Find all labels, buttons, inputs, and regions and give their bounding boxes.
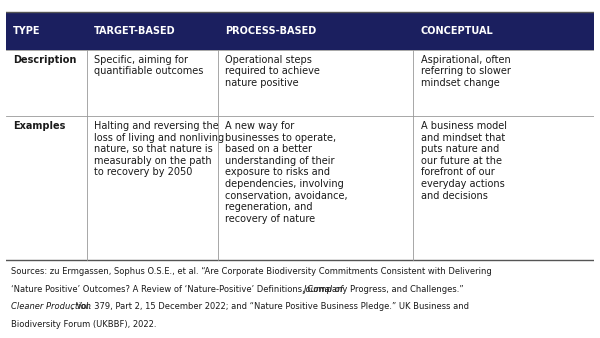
Text: CONCEPTUAL: CONCEPTUAL xyxy=(421,26,493,36)
Text: ‘Nature Positive’ Outcomes? A Review of ‘Nature-Positive’ Definitions, Company P: ‘Nature Positive’ Outcomes? A Review of … xyxy=(11,285,466,294)
Text: Description: Description xyxy=(13,55,76,65)
Text: , Vol. 379, Part 2, 15 December 2022; and “Nature Positive Business Pledge.” UK : , Vol. 379, Part 2, 15 December 2022; an… xyxy=(71,303,469,312)
Bar xyxy=(87,11,218,50)
Text: A business model
and mindset that
puts nature and
our future at the
forefront of: A business model and mindset that puts n… xyxy=(421,121,506,200)
Text: TARGET-BASED: TARGET-BASED xyxy=(94,26,176,36)
Text: Specific, aiming for
quantifiable outcomes: Specific, aiming for quantifiable outcom… xyxy=(94,55,203,76)
Text: Biodiversity Forum (UKBBF), 2022.: Biodiversity Forum (UKBBF), 2022. xyxy=(11,320,156,329)
Text: A new way for
businesses to operate,
based on a better
understanding of their
ex: A new way for businesses to operate, bas… xyxy=(225,121,347,224)
Text: Sources: zu Ermgassen, Sophus O.S.E., et al. “Are Corporate Biodiversity Commitm: Sources: zu Ermgassen, Sophus O.S.E., et… xyxy=(11,267,491,276)
Text: Journal of: Journal of xyxy=(303,285,343,294)
Text: Aspirational, often
referring to slower
mindset change: Aspirational, often referring to slower … xyxy=(421,55,511,88)
Text: Examples: Examples xyxy=(13,121,65,131)
Text: Cleaner Production: Cleaner Production xyxy=(11,303,91,312)
Text: Operational steps
required to achieve
nature positive: Operational steps required to achieve na… xyxy=(225,55,320,88)
Text: TYPE: TYPE xyxy=(13,26,41,36)
Bar xyxy=(6,11,87,50)
Text: Halting and reversing the
loss of living and nonliving
nature, so that nature is: Halting and reversing the loss of living… xyxy=(94,121,224,177)
Text: PROCESS-BASED: PROCESS-BASED xyxy=(225,26,316,36)
Bar xyxy=(218,11,413,50)
Bar xyxy=(413,11,594,50)
